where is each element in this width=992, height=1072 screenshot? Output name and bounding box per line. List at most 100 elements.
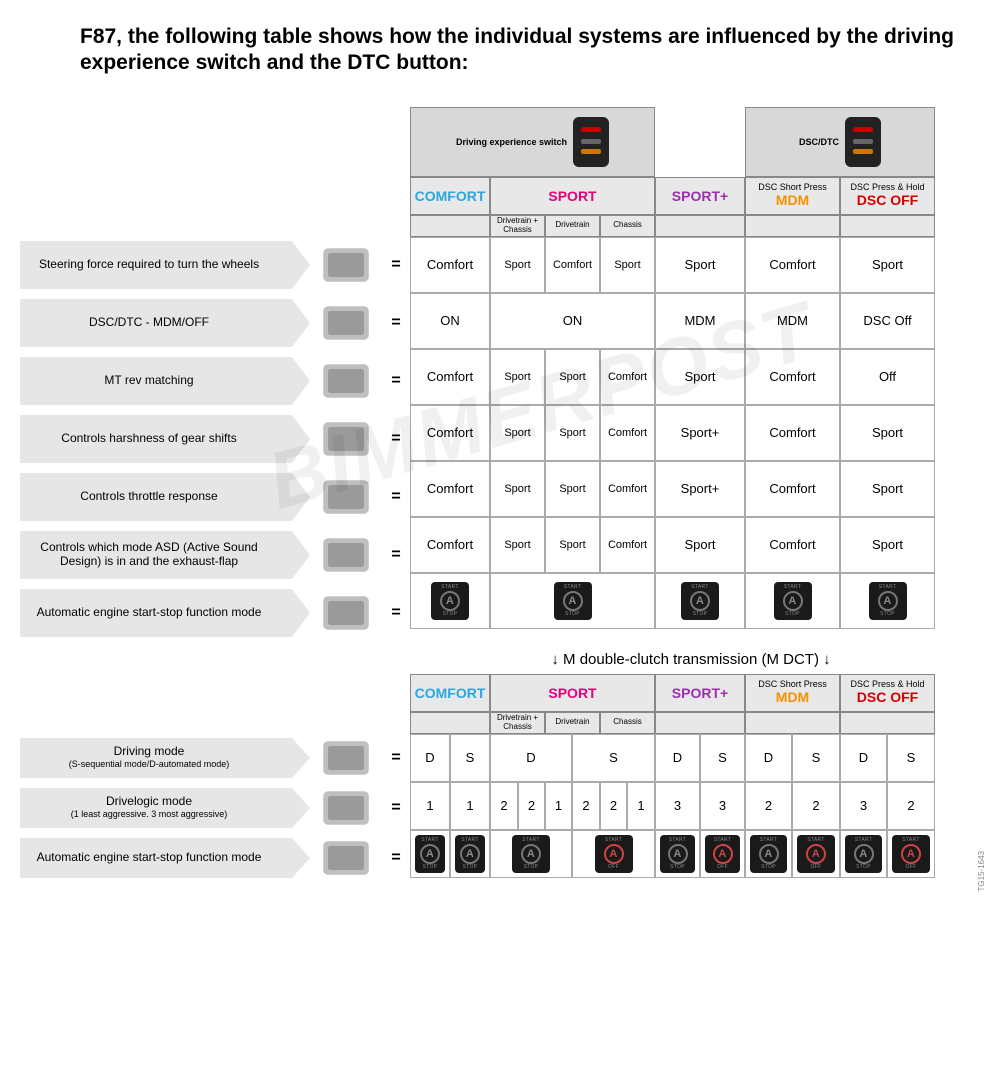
cell: Comfort (600, 461, 655, 517)
cell: 3 (840, 782, 887, 830)
table-row: DSDSDSDSDS (410, 734, 972, 782)
cell: Sport (655, 517, 745, 573)
page-title: F87, the following table shows how the i… (80, 24, 960, 77)
dct-shifter-icon (316, 734, 376, 782)
table-row: START A STOP START A STOP START A STOP S… (410, 573, 972, 629)
drivelogic-rocker-icon (316, 784, 376, 832)
cell: Comfort (410, 517, 490, 573)
cell: Comfort (600, 349, 655, 405)
cell: Comfort (410, 405, 490, 461)
row-label: Controls harshness of gear shifts = (20, 411, 410, 467)
cell: Comfort (600, 517, 655, 573)
table-main: Steering force required to turn the whee… (20, 107, 972, 643)
table-dct: Driving mode(S-sequential mode/D-automat… (20, 674, 972, 884)
cell: D (655, 734, 700, 782)
equals-sign: = (382, 256, 410, 274)
cell: ON (410, 293, 490, 349)
cell: Comfort (545, 237, 600, 293)
cell: Sport (840, 517, 935, 573)
side-code: TG15-1643 (977, 851, 986, 891)
cell: Sport (490, 405, 545, 461)
cell: 1 (627, 782, 655, 830)
cell: D (490, 734, 572, 782)
start-stop-icon: START A STOP (681, 582, 719, 620)
cell: START A STOP (840, 830, 887, 878)
row-arrow: Driving mode(S-sequential mode/D-automat… (20, 738, 292, 778)
start-stop-icon: START A STOP (415, 835, 445, 873)
sub-chassis: Chassis (600, 215, 655, 237)
cell: Comfort (410, 461, 490, 517)
row-arrow: Controls throttle response (20, 473, 292, 521)
cell: Comfort (745, 405, 840, 461)
cell: START A STOP (840, 573, 935, 629)
cell: START A STOP (410, 830, 450, 878)
table-row: 11221221332232 (410, 782, 972, 830)
equals-sign: = (382, 430, 410, 448)
cell: START A OFF (792, 830, 840, 878)
cell: Sport (545, 349, 600, 405)
cell: START A STOP (745, 830, 792, 878)
cell: D (745, 734, 792, 782)
dct-divider: ↓ M double-clutch transmission (M DCT) ↓ (410, 651, 972, 668)
start-stop-icon: START A STOP (431, 582, 469, 620)
start-stop-icon: START A OFF (705, 835, 740, 873)
row-label: Automatic engine start-stop function mod… (20, 585, 410, 641)
col-sportplus: SPORT+ (655, 177, 745, 215)
table-row: ComfortSportSportComfortSport+ComfortSpo… (410, 405, 972, 461)
cell: Sport (490, 237, 545, 293)
cell: Sport (840, 237, 935, 293)
steering-column-icon (316, 241, 376, 289)
col-dscoff: DSC Press & Hold DSC OFF (840, 177, 935, 215)
cell: S (450, 734, 490, 782)
start-stop-icon: START A OFF (797, 835, 835, 873)
dct-header-mode-row: COMFORT SPORT SPORT+ DSC Short Press MDM… (410, 674, 972, 712)
sub-drivetrain-chassis: Drivetrain + Chassis (490, 215, 545, 237)
cell: Comfort (745, 517, 840, 573)
start-stop-icon (316, 834, 376, 882)
header-sub-row: Drivetrain + Chassis Drivetrain Chassis (410, 215, 972, 237)
cell: Sport (840, 461, 935, 517)
cell: Sport (840, 405, 935, 461)
cell: Sport (490, 461, 545, 517)
table-row: ComfortSportSportComfortSportComfortSpor… (410, 517, 972, 573)
throttle-icon (316, 473, 376, 521)
start-stop-icon: START A STOP (774, 582, 812, 620)
row-label: Steering force required to turn the whee… (20, 237, 410, 293)
col-sport: SPORT (490, 177, 655, 215)
cell: Sport (655, 237, 745, 293)
pedal-icon (316, 357, 376, 405)
col-off-label: DSC OFF (857, 193, 918, 208)
cell: Sport (545, 405, 600, 461)
cell: 1 (545, 782, 572, 830)
table-row: ComfortSportSportComfortSportComfortOff (410, 349, 972, 405)
start-stop-icon: START A STOP (512, 835, 550, 873)
col-mdm: DSC Short Press MDM (745, 177, 840, 215)
row-arrow: DSC/DTC - MDM/OFF (20, 299, 292, 347)
row-arrow: Controls harshness of gear shifts (20, 415, 292, 463)
cell: MDM (745, 293, 840, 349)
equals-sign: = (382, 372, 410, 390)
start-stop-icon: START A STOP (869, 582, 907, 620)
row-arrow: Drivelogic mode(1 least aggressive. 3 mo… (20, 788, 292, 828)
cell: Comfort (410, 349, 490, 405)
table-row: ONONMDMMDMDSC Off (410, 293, 972, 349)
cell: Sport (545, 461, 600, 517)
dct-col-comfort: COMFORT (410, 674, 490, 712)
cell: S (792, 734, 840, 782)
row-label: Controls throttle response = (20, 469, 410, 525)
cell: Comfort (745, 237, 840, 293)
start-stop-icon: START A STOP (455, 835, 485, 873)
table-row: START A STOP START A STOP START A STOP S… (410, 830, 972, 878)
header-top-row: Driving experience switch DSC/DTC (410, 107, 972, 177)
row-arrow: Steering force required to turn the whee… (20, 241, 292, 289)
cell: START A STOP (655, 573, 745, 629)
cell: DSC Off (840, 293, 935, 349)
cell: 2 (490, 782, 518, 830)
cell: 2 (518, 782, 545, 830)
start-stop-icon: START A OFF (892, 835, 930, 873)
header-right-label: DSC/DTC (799, 137, 839, 147)
car-top-icon (316, 531, 376, 579)
cell: 1 (410, 782, 450, 830)
cell: S (700, 734, 745, 782)
start-stop-icon: START A STOP (554, 582, 592, 620)
